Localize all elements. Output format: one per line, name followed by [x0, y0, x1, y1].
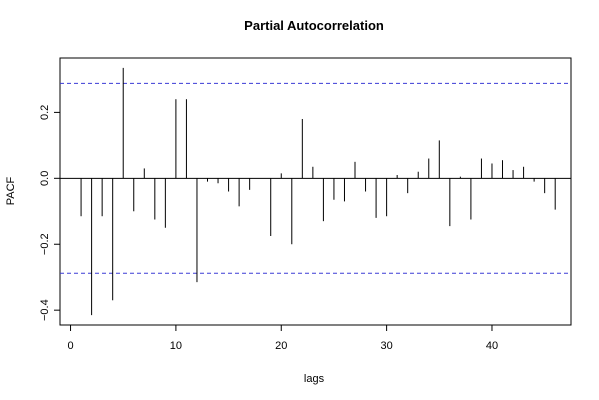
y-tick-label: −0.4: [39, 299, 51, 321]
x-tick-label: 30: [380, 340, 392, 352]
y-tick-label: −0.2: [39, 233, 51, 255]
plot-frame: [59, 57, 572, 326]
y-tick-label: 0.0: [39, 171, 51, 186]
plot-area: [60, 67, 571, 316]
x-tick-label: 0: [67, 340, 73, 352]
y-axis: −0.4 −0.2 0.0 0.2: [39, 105, 60, 321]
y-tick-label: 0.2: [39, 105, 51, 120]
x-axis: 0 10 20 30 40: [67, 325, 498, 352]
x-tick-label: 10: [170, 340, 182, 352]
chart-title: Partial Autocorrelation: [244, 18, 384, 33]
x-tick-label: 40: [486, 340, 498, 352]
x-tick-label: 20: [275, 340, 287, 352]
x-axis-label: lags: [304, 373, 325, 385]
y-axis-label: PACF: [5, 176, 17, 205]
